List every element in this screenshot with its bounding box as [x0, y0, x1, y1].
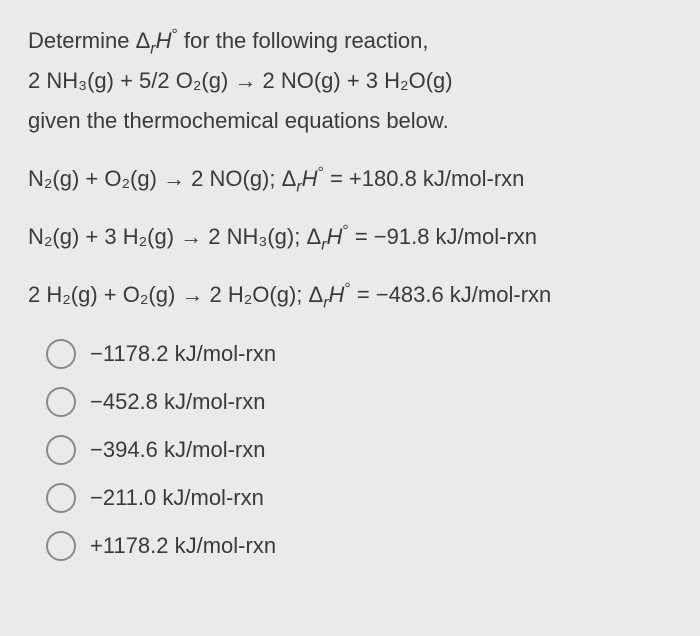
delta-symbol: Δ — [306, 224, 321, 249]
option-label: −211.0 kJ/mol-rxn — [90, 481, 264, 515]
delta-symbol: Δ — [282, 166, 297, 191]
equation-value: = −483.6 kJ/mol-rxn — [351, 282, 552, 307]
option-label: −394.6 kJ/mol-rxn — [90, 433, 265, 467]
radio-icon[interactable] — [46, 339, 76, 369]
equation-value: = −91.8 kJ/mol-rxn — [349, 224, 537, 249]
answer-options: −1178.2 kJ/mol-rxn −452.8 kJ/mol-rxn −39… — [28, 337, 672, 563]
equation-lhs: 2 H₂(g) + O₂(g) → 2 H₂O(g); — [28, 282, 309, 307]
option-label: −452.8 kJ/mol-rxn — [90, 385, 265, 419]
radio-icon[interactable] — [46, 531, 76, 561]
equation-lhs: N₂(g) + O₂(g) → 2 NO(g); — [28, 166, 282, 191]
stem-text: Determine Δ — [28, 28, 150, 53]
equation-value: = +180.8 kJ/mol-rxn — [324, 166, 525, 191]
radio-icon[interactable] — [46, 387, 76, 417]
enthalpy-H: H — [156, 28, 172, 53]
equation-1: N₂(g) + O₂(g) → 2 NO(g); ΔrH° = +180.8 k… — [28, 162, 672, 196]
option-2[interactable]: −452.8 kJ/mol-rxn — [46, 385, 672, 419]
equation-lhs: N₂(g) + 3 H₂(g) → 2 NH₃(g); — [28, 224, 306, 249]
equation-2: N₂(g) + 3 H₂(g) → 2 NH₃(g); ΔrH° = −91.8… — [28, 220, 672, 254]
option-1[interactable]: −1178.2 kJ/mol-rxn — [46, 337, 672, 371]
stem-line-1: Determine ΔrH° for the following reactio… — [28, 24, 672, 58]
enthalpy-H: H — [328, 282, 344, 307]
question-stem: Determine ΔrH° for the following reactio… — [28, 24, 672, 138]
delta-symbol: Δ — [309, 282, 324, 307]
option-4[interactable]: −211.0 kJ/mol-rxn — [46, 481, 672, 515]
stem-line-2: 2 NH₃(g) + 5/2 O₂(g) → 2 NO(g) + 3 H₂O(g… — [28, 64, 672, 98]
stem-text: for the following reaction, — [178, 28, 429, 53]
stem-line-3: given the thermochemical equations below… — [28, 104, 672, 138]
enthalpy-H: H — [326, 224, 342, 249]
radio-icon[interactable] — [46, 435, 76, 465]
enthalpy-H: H — [302, 166, 318, 191]
option-3[interactable]: −394.6 kJ/mol-rxn — [46, 433, 672, 467]
option-label: +1178.2 kJ/mol-rxn — [90, 529, 276, 563]
option-label: −1178.2 kJ/mol-rxn — [90, 337, 276, 371]
radio-icon[interactable] — [46, 483, 76, 513]
option-5[interactable]: +1178.2 kJ/mol-rxn — [46, 529, 672, 563]
equation-3: 2 H₂(g) + O₂(g) → 2 H₂O(g); ΔrH° = −483.… — [28, 278, 672, 312]
given-equations: N₂(g) + O₂(g) → 2 NO(g); ΔrH° = +180.8 k… — [28, 162, 672, 312]
question-page: Determine ΔrH° for the following reactio… — [0, 0, 700, 597]
